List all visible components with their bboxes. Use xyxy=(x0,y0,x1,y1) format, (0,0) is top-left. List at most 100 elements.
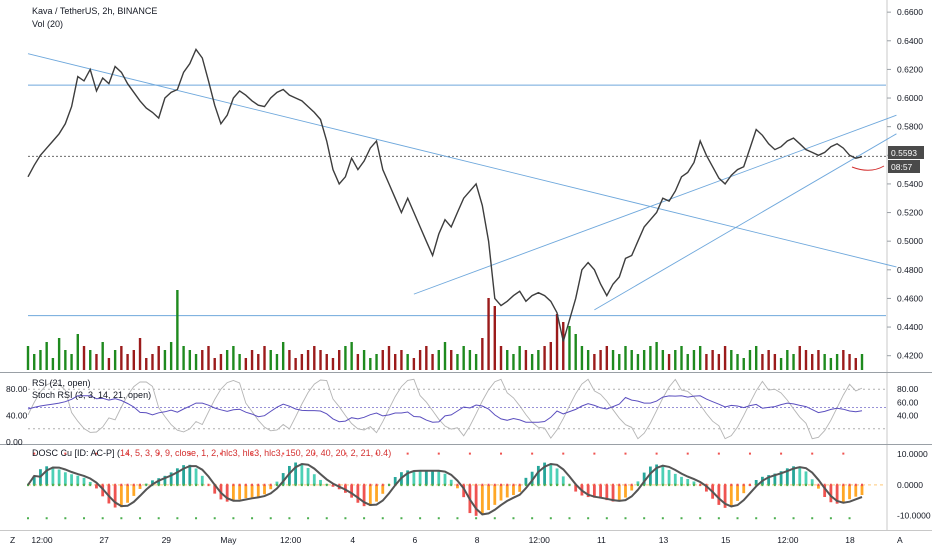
osc-top-dot xyxy=(593,452,596,455)
volume-bar xyxy=(481,338,484,370)
volume-legend: Vol (20) xyxy=(32,19,63,29)
volume-bar xyxy=(580,346,584,370)
osc-top-dot xyxy=(344,452,347,455)
osc-zero-dot xyxy=(45,483,48,487)
osc-histogram-bar xyxy=(368,484,372,507)
volume-bar xyxy=(474,354,478,370)
osc-histogram-bar xyxy=(605,484,609,501)
osc-zero-dot xyxy=(568,483,571,487)
osc-top-dot xyxy=(406,452,409,455)
volume-bar xyxy=(817,350,820,370)
osc-histogram-bar xyxy=(543,462,546,485)
horizontal-levels xyxy=(28,84,886,317)
osc-histogram-bar xyxy=(487,484,490,511)
osc-histogram-bar xyxy=(238,484,242,500)
osc-histogram-bar xyxy=(673,473,677,485)
osc-bottom-dot xyxy=(325,517,328,520)
osc-zero-dot xyxy=(419,483,422,487)
volume-bar xyxy=(213,358,216,370)
volume-bar xyxy=(331,358,335,370)
osc-histogram-bar xyxy=(742,484,746,494)
osc-histogram-bar xyxy=(779,471,783,485)
osc-histogram-bar xyxy=(736,484,739,501)
osc-zero-dot xyxy=(188,483,191,487)
volume-bar xyxy=(537,350,540,370)
osc-zero-dot xyxy=(207,483,210,487)
osc-top-dot xyxy=(157,452,160,455)
volume-bar xyxy=(605,346,609,370)
volume-bar xyxy=(194,354,198,370)
osc-zero-dot xyxy=(612,483,615,487)
osc-bottom-dot xyxy=(643,517,646,520)
osc-bottom-dot xyxy=(83,517,86,520)
osc-top-dot xyxy=(437,452,440,455)
osc-histogram-bar xyxy=(611,484,615,502)
volume-bar xyxy=(736,354,739,370)
stoch-rsi-legend: Stoch RSI (3, 3, 14, 21, open) xyxy=(32,390,151,400)
dosc-legend-prefix: DOSC Cu [ID: AC-P] ( xyxy=(32,448,120,458)
osc-zero-dot xyxy=(836,483,839,487)
volume-bar xyxy=(138,338,142,370)
log-scale-toggle[interactable]: Z xyxy=(10,535,15,545)
osc-top-dot xyxy=(468,452,471,455)
osc-bottom-dot xyxy=(45,517,48,520)
osc-zero-dot xyxy=(668,483,671,487)
osc-bottom-dot xyxy=(475,517,478,520)
osc-bottom-dot xyxy=(139,517,142,520)
volume-bar xyxy=(26,346,30,370)
time-tick-label: 12:00 xyxy=(31,535,53,545)
osc-zero-dot xyxy=(163,483,166,487)
rsi-legend: RSI (21, open) xyxy=(32,378,91,388)
volume-bar xyxy=(362,350,366,370)
osc-top-dot xyxy=(375,452,378,455)
time-tick-label: 11 xyxy=(597,535,606,545)
volume-bar xyxy=(562,322,565,370)
osc-histogram-bar xyxy=(169,472,173,485)
osc-top-dot xyxy=(219,452,222,455)
osc-histogram-bar xyxy=(350,484,354,498)
osc-histogram-bar xyxy=(113,484,117,508)
osc-zero-dot xyxy=(829,483,832,487)
trend-line xyxy=(413,114,897,295)
osc-zero-dot xyxy=(83,483,86,487)
osc-top-dot xyxy=(842,452,845,455)
osc-zero-dot xyxy=(313,483,316,487)
osc-histogram-bar xyxy=(592,484,596,498)
volume-bar xyxy=(51,358,55,370)
volume-bar xyxy=(257,354,260,370)
osc-histogram-bar xyxy=(692,481,696,485)
volume-bar xyxy=(188,350,192,370)
volume-bar xyxy=(773,354,777,370)
price-tick-label: 0.6600 xyxy=(897,7,923,17)
osc-zero-dot xyxy=(431,483,434,487)
osc-histogram-bar xyxy=(63,472,67,485)
price-line xyxy=(27,48,863,342)
volume-bar xyxy=(506,350,509,370)
osc-histogram-bar xyxy=(655,464,659,485)
osc-top-dot xyxy=(188,452,191,455)
osc-histogram-bar xyxy=(319,479,322,485)
osc-zero-dot xyxy=(51,483,54,487)
osc-zero-dot xyxy=(275,483,278,487)
osc-bottom-dot xyxy=(680,517,683,520)
osc-histogram-bar xyxy=(599,484,602,499)
volume-bar xyxy=(263,346,266,370)
osc-zero-dot xyxy=(350,483,353,487)
osc-bottom-dot xyxy=(288,517,291,520)
osc-histogram-bar xyxy=(754,480,758,485)
auto-scale-toggle[interactable]: A xyxy=(897,535,903,545)
osc-zero-dot xyxy=(811,483,814,487)
osc-bottom-dot xyxy=(251,517,254,520)
osc-histogram-bar xyxy=(88,481,92,485)
osc-zero-dot xyxy=(375,483,378,487)
volume-bar xyxy=(468,350,472,370)
volume-bar xyxy=(281,342,285,370)
volume-bar xyxy=(711,350,714,370)
osc-zero-dot xyxy=(848,483,851,487)
osc-histogram-bar xyxy=(505,484,509,498)
osc-bottom-dot xyxy=(419,517,422,520)
time-tick-label: 29 xyxy=(162,535,172,545)
osc-histogram-bar xyxy=(194,468,198,485)
osc-zero-dot xyxy=(562,483,565,487)
